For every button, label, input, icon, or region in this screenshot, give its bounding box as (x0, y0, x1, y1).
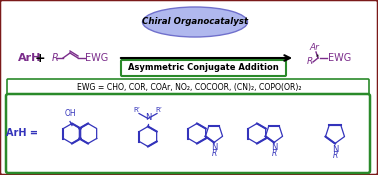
Text: EWG = CHO, COR, COAr, NO₂, COCOOR, (CN)₂, COPO(OR)₂: EWG = CHO, COR, COAr, NO₂, COCOOR, (CN)₂… (77, 83, 301, 92)
Text: Ar: Ar (309, 44, 319, 52)
Text: N: N (271, 144, 277, 152)
FancyBboxPatch shape (7, 79, 369, 96)
Text: +: + (35, 51, 45, 65)
Text: R: R (211, 149, 217, 159)
Text: EWG: EWG (328, 53, 351, 63)
Text: N: N (211, 144, 217, 152)
Text: Chiral Organocatalyst: Chiral Organocatalyst (142, 18, 248, 26)
Text: OH: OH (64, 110, 76, 118)
Text: R: R (271, 149, 277, 159)
Text: *: * (316, 54, 320, 60)
Text: R’: R’ (133, 107, 141, 113)
Text: R: R (52, 53, 59, 63)
Text: N: N (145, 114, 151, 122)
Text: Asymmetric Conjugate Addition: Asymmetric Conjugate Addition (128, 64, 278, 72)
Text: EWG: EWG (85, 53, 108, 63)
FancyBboxPatch shape (121, 60, 286, 76)
Text: R’: R’ (156, 107, 163, 113)
Text: ArH =: ArH = (6, 128, 38, 138)
Text: R: R (332, 150, 338, 159)
Text: N: N (332, 145, 338, 153)
Text: R: R (307, 58, 313, 66)
Ellipse shape (143, 7, 248, 37)
FancyBboxPatch shape (6, 94, 370, 173)
Text: ArH: ArH (18, 53, 41, 63)
